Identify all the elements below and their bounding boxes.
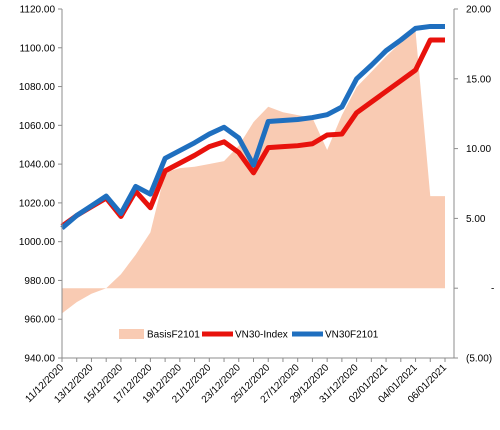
line-layer	[60, 23, 445, 230]
right-tick-label: 5.00	[466, 214, 486, 225]
right-tick-label: -	[491, 284, 494, 295]
left-tick-label: 1100.00	[20, 43, 56, 54]
left-tick-label: 1020.00	[19, 198, 56, 209]
left-tick-label: 1040.00	[19, 160, 56, 171]
right-tick-label: 20.00	[466, 5, 491, 16]
left-tick-label: 1060.00	[19, 121, 56, 132]
left-tick-label: 940.00	[24, 354, 55, 365]
left-tick-label: 1000.00	[19, 237, 56, 248]
legend-label: VN30-Index	[235, 330, 288, 341]
left-tick-label: 960.00	[24, 315, 55, 326]
right-tick-label: 10.00	[466, 144, 491, 155]
left-tick-label: 1080.00	[19, 82, 56, 93]
right-tick-label: (5.00)	[466, 354, 492, 365]
right-tick-label: 15.00	[466, 74, 491, 85]
legend-swatch-area	[119, 329, 144, 339]
legend-label: VN30F2101	[325, 330, 379, 341]
left-tick-label: 980.00	[24, 276, 55, 287]
legend-label: BasisF2101	[147, 330, 200, 341]
legend: BasisF2101 VN30-Index VN30F2101	[119, 329, 379, 341]
left-tick-label: 1120.00	[20, 5, 56, 16]
series-line-vn30f2101	[60, 23, 445, 230]
